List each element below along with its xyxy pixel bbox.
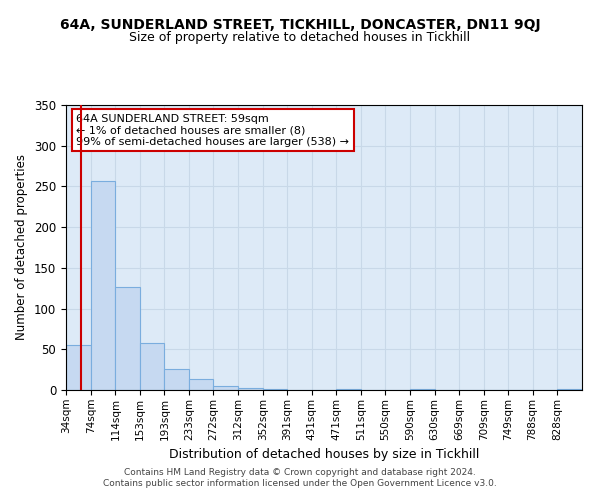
Bar	[410, 389, 435, 390]
Bar	[164, 369, 189, 390]
Text: 64A, SUNDERLAND STREET, TICKHILL, DONCASTER, DN11 9QJ: 64A, SUNDERLAND STREET, TICKHILL, DONCAS…	[59, 18, 541, 32]
X-axis label: Distribution of detached houses by size in Tickhill: Distribution of detached houses by size …	[169, 448, 479, 461]
Text: Size of property relative to detached houses in Tickhill: Size of property relative to detached ho…	[130, 31, 470, 44]
Bar	[115, 286, 140, 390]
Bar	[91, 180, 115, 390]
Bar	[263, 389, 287, 390]
Bar	[337, 389, 361, 390]
Bar	[140, 343, 164, 390]
Text: Contains HM Land Registry data © Crown copyright and database right 2024.
Contai: Contains HM Land Registry data © Crown c…	[103, 468, 497, 487]
Y-axis label: Number of detached properties: Number of detached properties	[16, 154, 28, 340]
Bar	[238, 388, 263, 390]
Bar	[189, 380, 213, 390]
Bar	[557, 389, 582, 390]
Bar	[66, 345, 91, 390]
Text: 64A SUNDERLAND STREET: 59sqm
← 1% of detached houses are smaller (8)
99% of semi: 64A SUNDERLAND STREET: 59sqm ← 1% of det…	[76, 114, 349, 147]
Bar	[213, 386, 238, 390]
